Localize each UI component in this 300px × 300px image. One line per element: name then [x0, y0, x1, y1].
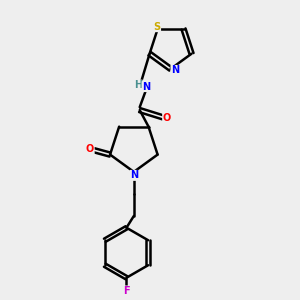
Text: N: N: [171, 65, 179, 75]
Text: S: S: [154, 22, 160, 32]
Text: N: N: [142, 82, 150, 92]
Text: O: O: [86, 144, 94, 154]
Text: F: F: [123, 286, 130, 296]
Text: O: O: [163, 113, 171, 123]
Text: N: N: [130, 170, 138, 180]
Text: H: H: [134, 80, 142, 90]
